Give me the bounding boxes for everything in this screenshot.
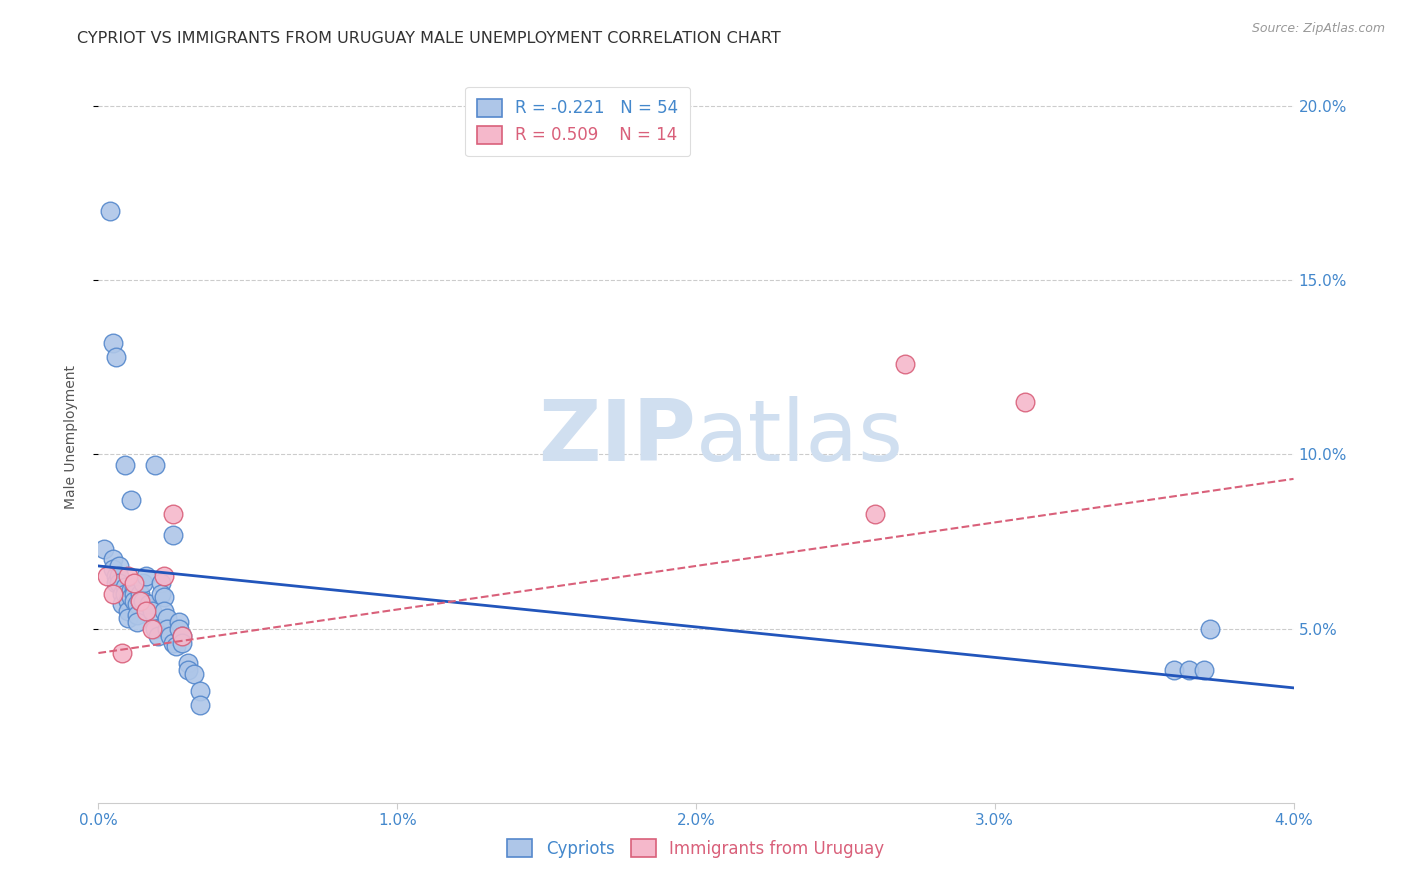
Point bbox=[183, 667, 205, 681]
Point bbox=[120, 583, 142, 598]
Legend: Cypriots, Immigrants from Uruguay: Cypriots, Immigrants from Uruguay bbox=[498, 829, 894, 868]
Point bbox=[93, 541, 115, 556]
Text: Source: ZipAtlas.com: Source: ZipAtlas.com bbox=[1251, 22, 1385, 36]
Point bbox=[117, 569, 139, 583]
Point bbox=[129, 594, 152, 608]
Point bbox=[124, 587, 146, 601]
Point bbox=[98, 203, 122, 218]
Point bbox=[177, 664, 200, 678]
Point bbox=[141, 604, 163, 618]
Point bbox=[111, 597, 134, 611]
Point bbox=[120, 492, 142, 507]
Point bbox=[120, 591, 142, 605]
Point bbox=[96, 569, 118, 583]
Point bbox=[1014, 395, 1036, 409]
Point bbox=[156, 622, 179, 636]
Point bbox=[129, 594, 152, 608]
Point bbox=[108, 558, 131, 573]
Point bbox=[172, 629, 194, 643]
Point bbox=[153, 569, 176, 583]
Point bbox=[150, 587, 173, 601]
Point bbox=[150, 576, 173, 591]
Point bbox=[114, 587, 136, 601]
Point bbox=[172, 635, 194, 649]
Point bbox=[132, 594, 155, 608]
Point bbox=[167, 615, 190, 629]
Point bbox=[165, 639, 187, 653]
Point bbox=[1192, 664, 1215, 678]
Point bbox=[105, 576, 128, 591]
Text: atlas: atlas bbox=[696, 395, 904, 479]
Point bbox=[127, 597, 149, 611]
Point bbox=[162, 507, 184, 521]
Point bbox=[143, 458, 166, 472]
Point bbox=[141, 622, 163, 636]
Point bbox=[172, 629, 194, 643]
Point bbox=[148, 629, 170, 643]
Point bbox=[114, 580, 136, 594]
Point bbox=[167, 622, 190, 636]
Text: ZIP: ZIP bbox=[538, 395, 696, 479]
Point bbox=[143, 622, 166, 636]
Point bbox=[117, 594, 139, 608]
Point bbox=[1178, 664, 1201, 678]
Point bbox=[1163, 664, 1185, 678]
Point bbox=[188, 684, 211, 698]
Point bbox=[177, 657, 200, 671]
Point bbox=[124, 576, 146, 591]
Point bbox=[153, 604, 176, 618]
Point bbox=[124, 580, 146, 594]
Point bbox=[1198, 622, 1220, 636]
Point bbox=[156, 611, 179, 625]
Point bbox=[103, 587, 125, 601]
Point bbox=[103, 552, 125, 566]
Point bbox=[135, 604, 157, 618]
Text: CYPRIOT VS IMMIGRANTS FROM URUGUAY MALE UNEMPLOYMENT CORRELATION CHART: CYPRIOT VS IMMIGRANTS FROM URUGUAY MALE … bbox=[77, 31, 782, 46]
Point bbox=[127, 607, 149, 622]
Point bbox=[117, 604, 139, 618]
Point bbox=[111, 646, 134, 660]
Y-axis label: Male Unemployment: Male Unemployment bbox=[63, 365, 77, 509]
Point bbox=[105, 350, 128, 364]
Point bbox=[153, 591, 176, 605]
Point bbox=[188, 698, 211, 713]
Point bbox=[865, 507, 887, 521]
Point bbox=[103, 562, 125, 576]
Point bbox=[162, 527, 184, 541]
Point bbox=[127, 615, 149, 629]
Point bbox=[111, 587, 134, 601]
Point bbox=[135, 569, 157, 583]
Point bbox=[894, 357, 917, 371]
Point bbox=[132, 576, 155, 591]
Point bbox=[108, 576, 131, 591]
Point bbox=[129, 587, 152, 601]
Point bbox=[105, 569, 128, 583]
Point bbox=[124, 594, 146, 608]
Point bbox=[162, 635, 184, 649]
Point bbox=[114, 458, 136, 472]
Point bbox=[159, 629, 181, 643]
Point bbox=[117, 611, 139, 625]
Point bbox=[108, 569, 131, 583]
Point bbox=[103, 336, 125, 351]
Point bbox=[138, 597, 160, 611]
